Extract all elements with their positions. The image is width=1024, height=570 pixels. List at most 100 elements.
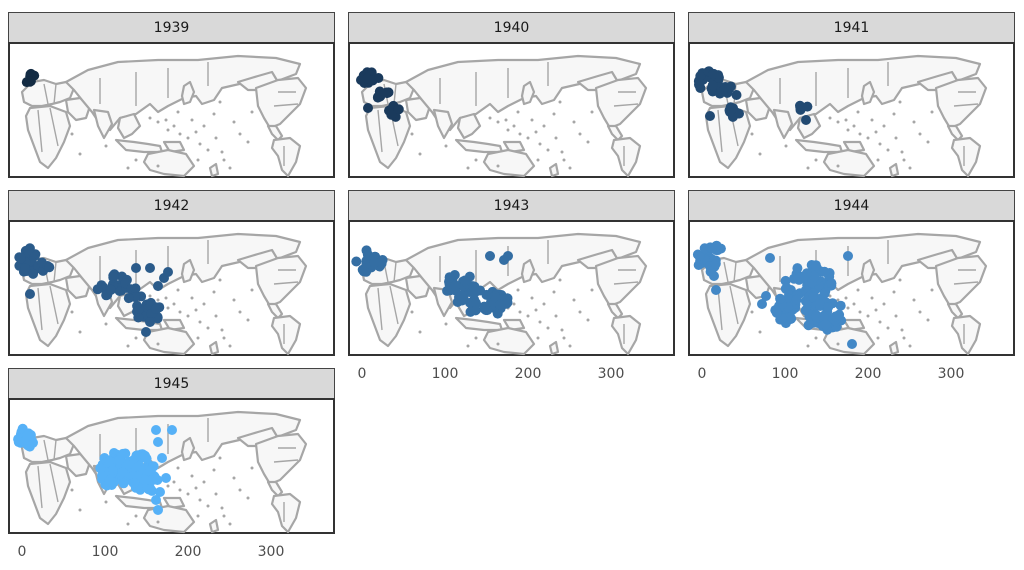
island-dot: [858, 132, 862, 136]
event-point: [708, 68, 719, 79]
event-point: [386, 109, 397, 120]
event-point: [104, 456, 115, 467]
island-dot: [586, 318, 590, 322]
island-dot: [894, 136, 898, 140]
event-point: [393, 104, 404, 115]
island-dot: [202, 302, 206, 306]
island-dot: [546, 148, 550, 152]
island-dot: [586, 140, 590, 144]
panel-1942: 1942: [8, 190, 335, 356]
country-border: [613, 281, 639, 285]
landmass-japan: [520, 258, 536, 284]
island-dot: [536, 158, 540, 162]
island-dot: [926, 318, 930, 322]
landmass-indonesia: [114, 138, 164, 154]
island-dot: [156, 342, 160, 346]
island-dot: [846, 306, 850, 310]
island-dot: [186, 314, 190, 318]
event-point: [129, 478, 140, 489]
landmass-southeast-asia: [116, 112, 142, 140]
island-dot: [750, 132, 754, 136]
island-dot: [232, 298, 236, 302]
landmass-north-america: [594, 76, 648, 130]
event-point: [358, 266, 369, 277]
event-point: [771, 307, 782, 318]
island-dot: [166, 128, 170, 132]
island-dot: [172, 302, 176, 306]
panel-title: 1939: [8, 12, 335, 42]
landmass-central-america: [946, 302, 964, 320]
panel-1941: 1941: [688, 12, 1015, 178]
map-plot: [348, 220, 675, 356]
island-dot: [926, 140, 930, 144]
event-point: [442, 285, 453, 296]
island-dot: [572, 298, 576, 302]
event-point: [709, 271, 719, 281]
island-dot: [530, 296, 534, 300]
landmass-new-zealand: [548, 162, 560, 178]
event-point: [361, 245, 372, 256]
island-dot: [444, 322, 448, 326]
world-map: [20, 54, 308, 178]
island-dot: [134, 514, 138, 518]
island-dot: [194, 486, 198, 490]
island-dot: [186, 492, 190, 496]
island-dot: [206, 504, 210, 508]
island-dot: [930, 288, 934, 292]
event-point: [469, 281, 480, 292]
island-dot: [506, 128, 510, 132]
event-points: [14, 243, 173, 337]
country-border: [729, 285, 739, 325]
event-point: [28, 268, 39, 279]
island-dot: [222, 336, 226, 340]
event-points: [356, 67, 404, 122]
event-point: [140, 475, 151, 486]
event-point: [792, 263, 803, 274]
island-dot: [858, 310, 862, 314]
island-dot: [558, 100, 562, 104]
island-dot: [836, 164, 840, 168]
panel-1939: 1939: [8, 12, 335, 178]
x-tick-label: 300: [597, 366, 625, 382]
island-dot: [882, 124, 886, 128]
landmass-south-america: [950, 314, 982, 356]
landmass-japan: [180, 80, 196, 106]
landmass-india: [772, 108, 794, 140]
island-dot: [504, 118, 508, 122]
island-dot: [238, 488, 242, 492]
island-dot: [856, 288, 860, 292]
event-point: [495, 299, 506, 310]
island-dot: [212, 112, 216, 116]
island-dot: [190, 118, 194, 122]
island-dot: [538, 142, 542, 146]
landmass-africa: [364, 282, 412, 348]
country-border: [273, 459, 299, 463]
island-dot: [178, 310, 182, 314]
country-border: [43, 83, 49, 105]
event-point: [711, 285, 721, 295]
x-tick-label: 100: [91, 544, 119, 560]
landmass-africa: [704, 282, 752, 348]
island-dot: [156, 520, 160, 524]
event-points: [692, 240, 857, 349]
island-dot: [196, 158, 200, 162]
event-point: [791, 294, 802, 305]
island-dot: [194, 130, 198, 134]
island-dot: [526, 314, 530, 318]
island-dot: [560, 150, 564, 154]
island-dot: [750, 310, 754, 314]
landmass-japan: [860, 80, 876, 106]
island-dot: [806, 344, 810, 348]
event-point: [731, 90, 742, 100]
landmass-north-america: [254, 254, 308, 308]
country-border: [37, 109, 43, 153]
landmass-central-america: [606, 124, 624, 142]
island-dot: [902, 158, 906, 162]
panel-1940: 1940: [348, 12, 675, 178]
landmass-indonesia: [794, 138, 844, 154]
landmass-india: [92, 108, 114, 140]
landmass-north-america: [254, 76, 308, 130]
island-dot: [126, 166, 130, 170]
country-border: [43, 439, 49, 461]
island-dot: [590, 288, 594, 292]
